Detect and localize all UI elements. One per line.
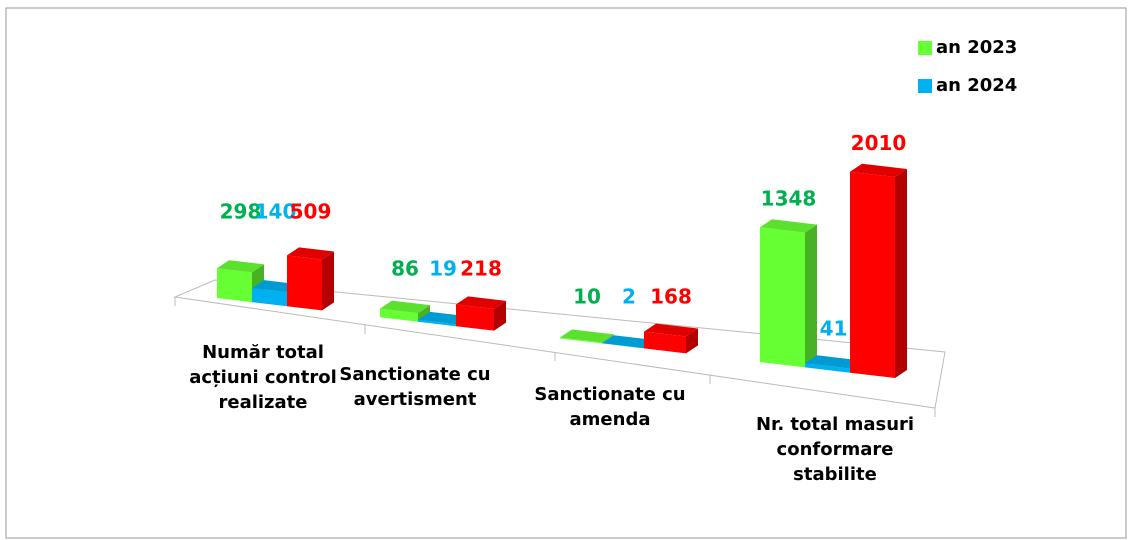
data-label: 168 [650,285,692,309]
data-label: 2 [622,285,636,309]
bar [380,308,418,322]
data-label: 86 [391,257,419,281]
bar-top [217,260,264,273]
bar-top [380,300,430,314]
floor-ticks [174,297,936,417]
bar [602,343,644,349]
legend-label: an 2023 [936,37,1017,58]
bar [560,337,602,344]
bar-side [322,251,334,311]
bar-top [850,163,907,178]
bar [456,304,494,331]
x-tick-label: Sanctionate cu amenda [534,384,686,430]
bar-top [456,296,506,309]
legend-swatch [918,79,932,93]
data-label: 298 [220,200,262,224]
legend-label: an 2024 [936,75,1017,96]
x-tick-label: Nr. total masuri conformare stabilite [755,414,915,485]
bar-side [895,169,907,379]
bar [252,288,287,307]
bar-side [494,300,506,331]
data-label: 41 [820,317,848,341]
data-label: 218 [460,257,502,281]
floor [173,279,946,409]
data-label: 19 [429,257,457,281]
bar-side [418,305,430,322]
data-label: 140 [255,200,297,224]
bar-top [418,311,468,325]
data-label: 2010 [851,131,907,155]
bar [805,363,850,373]
bar [850,171,895,379]
bar [287,255,322,311]
legend-swatch [918,41,932,55]
bar [217,268,252,303]
bar-top [287,247,334,260]
x-tick-label: Număr total acțiuni control realizate [189,342,337,413]
bar-top [760,219,817,233]
bar-side [805,224,817,368]
bar-top [644,323,698,337]
data-label: 1348 [761,186,817,210]
bar-top [805,355,862,369]
bar-top [602,335,656,349]
bar-top [560,329,614,343]
data-label: 509 [290,200,332,224]
data-label: 10 [573,285,601,309]
x-tick-label: Sanctionate cu avertisment [339,364,491,410]
frame [5,7,1127,539]
bar [644,331,686,354]
bar-side [686,328,698,354]
bar [418,319,456,327]
bar [760,227,805,368]
bar-side [602,334,614,344]
